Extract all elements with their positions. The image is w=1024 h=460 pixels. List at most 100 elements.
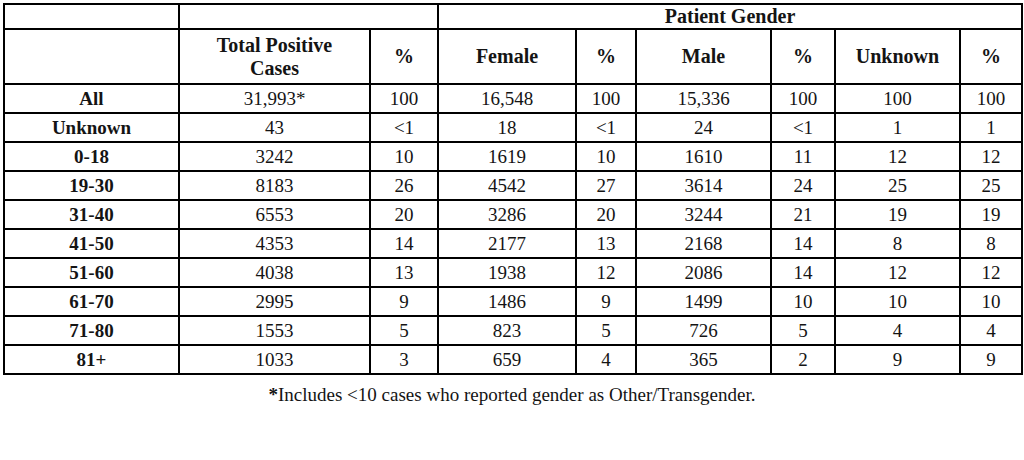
table-row-0-18: 0-18 3242 10 1619 10 1610 11 12 12 xyxy=(4,142,1022,171)
table-cell: 2177 xyxy=(438,229,576,258)
corner-cell-empty xyxy=(4,4,179,29)
col-header-unknown: Unknown xyxy=(835,29,960,84)
table-cell: 9 xyxy=(370,287,438,316)
table-cell: 20 xyxy=(370,200,438,229)
table-cell: 8 xyxy=(960,229,1022,258)
table-cell: 10 xyxy=(576,142,636,171)
table-cell: 1033 xyxy=(179,345,370,374)
table-cell: 1619 xyxy=(438,142,576,171)
table-cell: 5 xyxy=(370,316,438,345)
table-cell: 18 xyxy=(438,113,576,142)
table-cell: 100 xyxy=(370,84,438,113)
column-header-row: Total Positive Cases % Female % Male % U… xyxy=(4,29,1022,84)
table-cell: 10 xyxy=(370,142,438,171)
table-row-61-70: 61-70 2995 9 1486 9 1499 10 10 10 xyxy=(4,287,1022,316)
table-cell: 1938 xyxy=(438,258,576,287)
table-cell: 12 xyxy=(576,258,636,287)
table-cell: 4353 xyxy=(179,229,370,258)
table-cell: 12 xyxy=(835,258,960,287)
row-label: Unknown xyxy=(4,113,179,142)
table-cell: 21 xyxy=(771,200,835,229)
table-cell: 14 xyxy=(370,229,438,258)
row-label-header-empty xyxy=(4,29,179,84)
table-cell: 5 xyxy=(576,316,636,345)
total-group-cell-empty xyxy=(179,4,438,29)
table-cell: 1610 xyxy=(636,142,771,171)
row-label: 41-50 xyxy=(4,229,179,258)
col-header-pct-male: % xyxy=(771,29,835,84)
table-cell: 27 xyxy=(576,171,636,200)
table-cell: 9 xyxy=(960,345,1022,374)
table-cell: 13 xyxy=(370,258,438,287)
table-cell: 100 xyxy=(771,84,835,113)
table-row-19-30: 19-30 8183 26 4542 27 3614 24 25 25 xyxy=(4,171,1022,200)
table-cell: 4 xyxy=(960,316,1022,345)
table-cell: 25 xyxy=(835,171,960,200)
table-footnote: *Includes <10 cases who reported gender … xyxy=(0,384,1024,406)
table-cell: 14 xyxy=(771,258,835,287)
row-label: 51-60 xyxy=(4,258,179,287)
table-cell: 4038 xyxy=(179,258,370,287)
table-cell: 726 xyxy=(636,316,771,345)
table-cell: 8 xyxy=(835,229,960,258)
table-cell: 2995 xyxy=(179,287,370,316)
table-cell: 3244 xyxy=(636,200,771,229)
table-cell: 10 xyxy=(835,287,960,316)
table-row-all: All 31,993* 100 16,548 100 15,336 100 10… xyxy=(4,84,1022,113)
table-row-unknown: Unknown 43 <1 18 <1 24 <1 1 1 xyxy=(4,113,1022,142)
table-cell: 659 xyxy=(438,345,576,374)
table-cell: 25 xyxy=(960,171,1022,200)
table-cell: 1553 xyxy=(179,316,370,345)
table-cell: 12 xyxy=(960,258,1022,287)
table-cell: 9 xyxy=(835,345,960,374)
table-cell: 3614 xyxy=(636,171,771,200)
table-cell: 100 xyxy=(576,84,636,113)
table-cell: 1 xyxy=(960,113,1022,142)
col-header-male: Male xyxy=(636,29,771,84)
table-cell: 19 xyxy=(960,200,1022,229)
row-label: 19-30 xyxy=(4,171,179,200)
table-cell: 31,993* xyxy=(179,84,370,113)
patient-gender-table: Patient Gender Total Positive Cases % Fe… xyxy=(3,3,1023,375)
table-cell: 1499 xyxy=(636,287,771,316)
table-row-51-60: 51-60 4038 13 1938 12 2086 14 12 12 xyxy=(4,258,1022,287)
table-cell: 11 xyxy=(771,142,835,171)
table-cell: 13 xyxy=(576,229,636,258)
table-cell: 100 xyxy=(960,84,1022,113)
table-cell: 1486 xyxy=(438,287,576,316)
table-row-81-plus: 81+ 1033 3 659 4 365 2 9 9 xyxy=(4,345,1022,374)
table-cell: 6553 xyxy=(179,200,370,229)
row-label: All xyxy=(4,84,179,113)
row-label: 71-80 xyxy=(4,316,179,345)
col-header-pct-female: % xyxy=(576,29,636,84)
table-cell: 365 xyxy=(636,345,771,374)
table-cell: <1 xyxy=(576,113,636,142)
table-cell: 20 xyxy=(576,200,636,229)
table-cell: 3242 xyxy=(179,142,370,171)
table-cell: 4542 xyxy=(438,171,576,200)
table-cell: 2168 xyxy=(636,229,771,258)
table-cell: 8183 xyxy=(179,171,370,200)
table-cell: 5 xyxy=(771,316,835,345)
table-cell: 26 xyxy=(370,171,438,200)
row-label: 81+ xyxy=(4,345,179,374)
table-cell: 10 xyxy=(960,287,1022,316)
table-cell: 14 xyxy=(771,229,835,258)
table-row-71-80: 71-80 1553 5 823 5 726 5 4 4 xyxy=(4,316,1022,345)
table-cell: 12 xyxy=(960,142,1022,171)
footnote-text: Includes <10 cases who reported gender a… xyxy=(278,384,756,405)
table-cell: 12 xyxy=(835,142,960,171)
table-cell: <1 xyxy=(771,113,835,142)
table-cell: 2086 xyxy=(636,258,771,287)
table-cell: 4 xyxy=(576,345,636,374)
table-cell: 823 xyxy=(438,316,576,345)
table-cell: 9 xyxy=(576,287,636,316)
table-cell: 2 xyxy=(771,345,835,374)
table-cell: 16,548 xyxy=(438,84,576,113)
table-row-31-40: 31-40 6553 20 3286 20 3244 21 19 19 xyxy=(4,200,1022,229)
row-label: 31-40 xyxy=(4,200,179,229)
col-header-female: Female xyxy=(438,29,576,84)
table-cell: 1 xyxy=(835,113,960,142)
table-row-41-50: 41-50 4353 14 2177 13 2168 14 8 8 xyxy=(4,229,1022,258)
table-cell: <1 xyxy=(370,113,438,142)
